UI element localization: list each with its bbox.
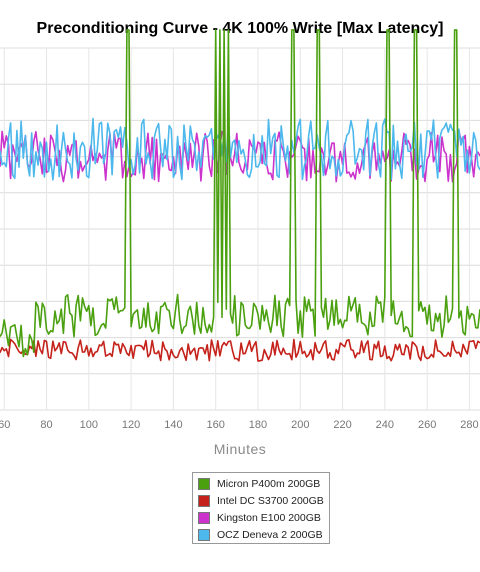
legend-label: Micron P400m 200GB <box>217 477 321 490</box>
legend-item-kingston: Kingston E100 200GB <box>198 509 324 526</box>
legend-item-ocz: OCZ Deneva 2 200GB <box>198 526 324 543</box>
series-line-3 <box>0 117 480 181</box>
x-tick-label: 240 <box>376 419 394 431</box>
legend-item-micron: Micron P400m 200GB <box>198 475 324 492</box>
x-tick-label: 260 <box>418 419 436 431</box>
chart-title: Preconditioning Curve - 4K 100% Write [M… <box>36 20 444 37</box>
x-tick-label: 140 <box>164 419 182 431</box>
legend-swatch <box>198 511 210 524</box>
legend-label: OCZ Deneva 2 200GB <box>217 528 323 541</box>
x-tick-label: 60 <box>0 419 10 431</box>
series-line-0 <box>0 29 480 358</box>
x-tick-label: 160 <box>207 419 225 431</box>
legend: Micron P400m 200GB Intel DC S3700 200GB … <box>192 472 330 544</box>
legend-label: Intel DC S3700 200GB <box>217 494 324 507</box>
x-tick-label: 200 <box>291 419 309 431</box>
legend-label: Kingston E100 200GB <box>217 511 321 524</box>
x-tick-labels: 60 80 100 120 140 160 180 200 220 240 260 280 <box>0 419 479 431</box>
legend-swatch <box>198 494 210 507</box>
x-tick-label: 100 <box>80 419 98 431</box>
legend-item-intel: Intel DC S3700 200GB <box>198 492 324 509</box>
x-tick-label: 180 <box>249 419 267 431</box>
x-tick-label: 80 <box>40 419 52 431</box>
series-lines <box>0 29 480 362</box>
x-axis-label: Minutes <box>213 441 267 457</box>
x-tick-label: 120 <box>122 419 140 431</box>
x-tick-label: 280 <box>460 419 478 431</box>
legend-swatch <box>198 528 210 541</box>
legend-swatch <box>198 477 210 490</box>
x-tick-label: 220 <box>333 419 351 431</box>
series-line-1 <box>0 338 480 362</box>
